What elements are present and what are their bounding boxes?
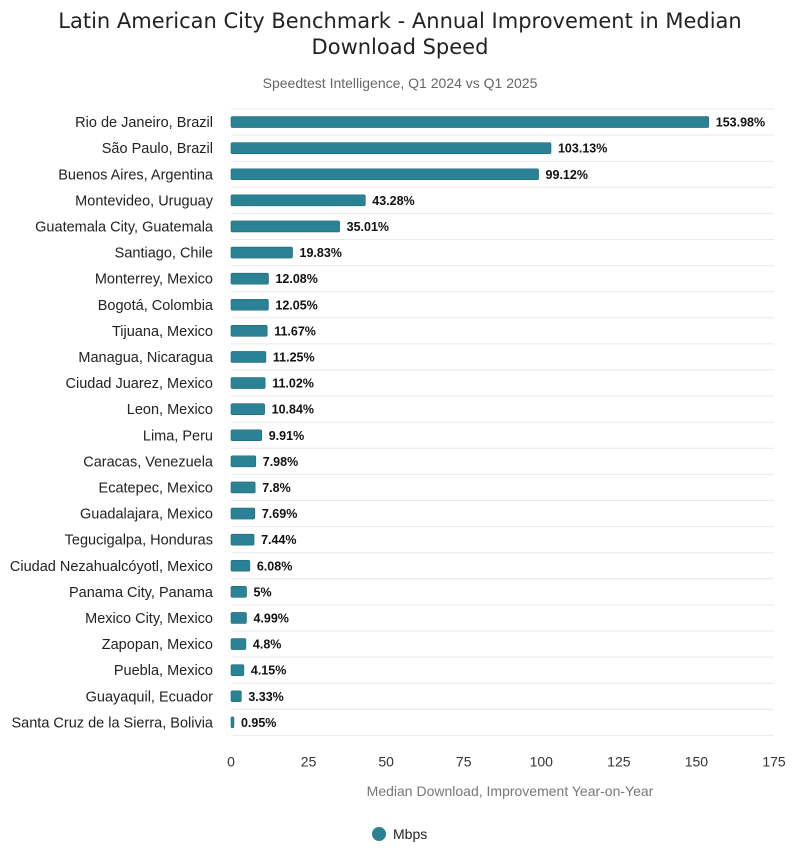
bar[interactable] — [230, 429, 263, 442]
category-label: Tijuana, Mexico — [112, 324, 213, 340]
category-label: Rio de Janeiro, Brazil — [75, 115, 213, 131]
category-label: Buenos Aires, Argentina — [58, 167, 214, 183]
data-label: 7.98% — [263, 455, 298, 469]
category-label: Leon, Mexico — [127, 402, 213, 418]
x-tick-label: 50 — [378, 753, 394, 769]
category-label: Montevideo, Uruguay — [75, 193, 214, 209]
bar[interactable] — [230, 481, 256, 494]
data-label: 10.84% — [272, 403, 314, 417]
data-labels: 153.98% 103.13% 99.12% 43.28% 35.01% 19.83% 12… — [241, 116, 765, 730]
bar[interactable] — [230, 559, 251, 572]
x-tick-label: 75 — [456, 753, 472, 769]
category-label: Guatemala City, Guatemala — [35, 219, 214, 235]
legend[interactable]: Mbps — [372, 826, 427, 842]
data-label: 4.15% — [251, 664, 286, 678]
bar[interactable] — [230, 403, 265, 415]
data-label: 4.8% — [253, 638, 282, 652]
category-label: Ciudad Juarez, Mexico — [66, 376, 214, 392]
x-axis-ticks: 0 25 50 75 100 125 150 175 — [227, 753, 786, 769]
bar[interactable] — [230, 664, 245, 676]
data-label: 6.08% — [257, 559, 292, 573]
data-label: 19.83% — [300, 246, 342, 260]
bar[interactable] — [230, 612, 247, 624]
bar[interactable] — [230, 455, 257, 468]
category-label: Tegucigalpa, Honduras — [65, 533, 213, 549]
bar[interactable] — [230, 377, 266, 389]
category-label: Guadalajara, Mexico — [80, 507, 213, 523]
category-label: Caracas, Venezuela — [83, 454, 214, 470]
bar[interactable] — [230, 168, 539, 181]
bar[interactable] — [230, 272, 269, 285]
data-label: 5% — [254, 585, 272, 599]
chart-title-line-1: Latin American City Benchmark - Annual I… — [58, 9, 741, 33]
bar[interactable] — [230, 220, 340, 233]
data-label: 0.95% — [241, 716, 276, 730]
legend-marker — [372, 827, 386, 841]
data-label: 7.69% — [262, 507, 297, 521]
bar[interactable] — [230, 142, 552, 154]
x-axis-title: Median Download, Improvement Year-on-Yea… — [367, 783, 654, 799]
category-labels: Rio de Janeiro, Brazil São Paulo, Brazil B… — [10, 115, 214, 731]
x-tick-label: 175 — [762, 753, 786, 769]
category-label: Monterrey, Mexico — [95, 272, 213, 288]
bar[interactable] — [230, 507, 256, 520]
category-label: Guayaquil, Ecuador — [86, 689, 214, 705]
data-label: 4.99% — [253, 611, 288, 625]
data-label: 103.13% — [558, 142, 607, 156]
legend-label-mbps: Mbps — [393, 826, 427, 842]
data-label: 9.91% — [269, 429, 304, 443]
chart-title-line-2: Download Speed — [312, 35, 489, 59]
x-tick-label: 125 — [607, 753, 631, 769]
data-label: 35.01% — [347, 220, 389, 234]
data-label: 11.25% — [273, 350, 315, 364]
bar[interactable] — [230, 586, 247, 598]
bars — [230, 116, 710, 729]
bar[interactable] — [230, 638, 247, 650]
category-label: Zapopan, Mexico — [102, 637, 213, 653]
category-label: Mexico City, Mexico — [85, 611, 213, 627]
data-label: 153.98% — [716, 116, 765, 130]
bar[interactable] — [230, 716, 235, 729]
data-label: 11.02% — [272, 377, 314, 391]
category-label: Puebla, Mexico — [114, 663, 213, 679]
data-label: 12.05% — [275, 298, 317, 312]
bar[interactable] — [230, 298, 269, 311]
chart-subtitle: Speedtest Intelligence, Q1 2024 vs Q1 20… — [263, 75, 538, 91]
data-label: 12.08% — [275, 272, 317, 286]
x-tick-label: 25 — [301, 753, 317, 769]
x-tick-label: 150 — [685, 753, 709, 769]
category-label: Panama City, Panama — [69, 585, 214, 601]
category-label: Lima, Peru — [143, 428, 213, 444]
bar[interactable] — [230, 351, 267, 363]
gridlines — [231, 108, 774, 736]
category-label: Santiago, Chile — [115, 246, 213, 262]
category-label: Ciudad Nezahualcóyotl, Mexico — [10, 559, 213, 575]
category-label: Ecatepec, Mexico — [99, 480, 213, 496]
category-label: Bogotá, Colombia — [98, 298, 214, 314]
data-label: 3.33% — [248, 690, 283, 704]
bar[interactable] — [230, 246, 293, 259]
data-label: 11.67% — [274, 324, 316, 338]
x-tick-label: 0 — [227, 753, 235, 769]
x-tick-label: 100 — [530, 753, 554, 769]
bar[interactable] — [230, 533, 255, 546]
bar[interactable] — [230, 116, 710, 128]
category-label: Santa Cruz de la Sierra, Bolivia — [12, 715, 214, 731]
category-label: São Paulo, Brazil — [102, 141, 213, 157]
bar[interactable] — [230, 325, 268, 337]
bar[interactable] — [230, 690, 242, 703]
data-label: 7.44% — [261, 533, 296, 547]
data-label: 7.8% — [262, 481, 291, 495]
category-label: Managua, Nicaragua — [78, 350, 214, 366]
data-label: 43.28% — [372, 194, 414, 208]
bar[interactable] — [230, 194, 366, 207]
data-label: 99.12% — [546, 168, 588, 182]
